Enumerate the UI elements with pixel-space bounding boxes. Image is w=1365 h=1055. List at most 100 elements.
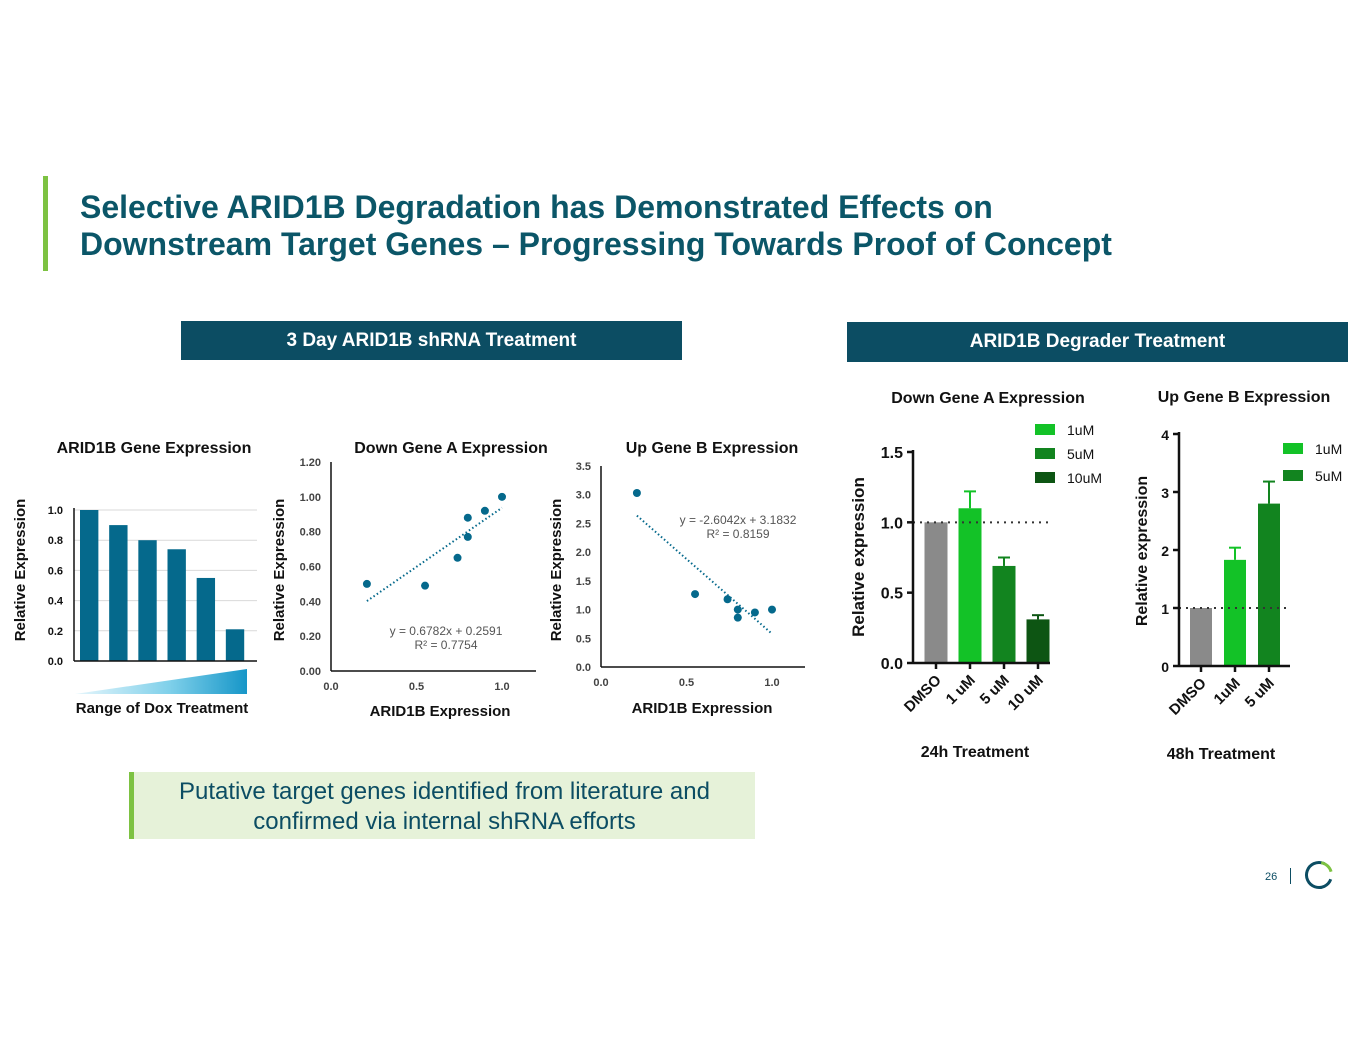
bar [167,549,186,661]
up-gene-b-r-squared: R² = 0.8159 [706,527,769,541]
bar [1026,619,1050,663]
y-tick-label: 0.6 [48,565,63,577]
bar [1224,559,1246,666]
y-tick-label: 1 [1161,601,1169,617]
scatter-point [691,590,700,599]
scatter-point [498,492,506,501]
scatter-point [362,579,371,588]
page-number: 26 [1265,871,1278,883]
x-tick-label: 1.0 [494,681,509,693]
bar [1258,503,1280,666]
trendline [366,506,503,602]
down-gene-a-xlabel: ARID1B Expression [370,703,511,720]
degrader-24h-xlabel: 24h Treatment [921,744,1030,761]
legend-label: 1uM [1067,422,1094,438]
scatter-point [421,581,430,590]
bar [1190,608,1212,666]
y-tick-label: 2 [1161,543,1169,559]
y-tick-label: 3.0 [576,490,591,502]
degrader-24h-ylabel: Relative expression [849,477,868,637]
up-gene-b-xlabel: ARID1B Expression [632,700,773,717]
down-gene-a-title: Down Gene A Expression [354,440,548,457]
scatter-point [480,506,489,515]
y-tick-label: 2.5 [576,518,591,530]
bar [196,577,216,661]
degrader-48h-xlabel: 48h Treatment [1167,746,1276,763]
down-gene-a-r-squared: R² = 0.7754 [414,638,477,652]
y-tick-label: 4 [1161,427,1169,443]
x-tick-label: 0.0 [323,681,338,693]
y-tick-label: 1.5 [881,445,903,462]
degrader-treatment-banner: ARID1B Degrader Treatment [847,322,1348,362]
scatter-point [733,605,742,614]
bar [924,522,948,663]
category-label: DMSO [901,672,945,716]
up-gene-b-equation: y = -2.6042x + 3.1832 [680,513,797,527]
y-tick-label: 1.20 [300,457,321,469]
y-tick-label: 0.4 [48,596,64,608]
y-tick-label: 0.5 [576,633,591,645]
x-tick-label: 1.0 [764,677,779,689]
scatter-point [723,595,732,604]
callout-box: Putative target genes identified from li… [129,772,755,839]
legend-swatch [1283,470,1303,481]
up-gene-b-ylabel: Relative Expression [548,499,565,642]
y-tick-label: 0.40 [300,596,321,608]
degrader-24h-title: Down Gene A Expression [891,390,1085,407]
title-accent-bar [43,176,48,271]
y-tick-label: 1.5 [576,576,591,588]
category-label: 10 uM [1005,672,1047,714]
legend-swatch [1035,424,1055,435]
legend-swatch [1035,448,1055,459]
y-tick-label: 1.0 [881,515,903,532]
y-tick-label: 0.0 [881,656,903,673]
category-label: 5 uM [1242,675,1278,711]
y-tick-label: 0.0 [48,656,63,668]
y-tick-label: 3.5 [576,461,591,473]
slide-title: Selective ARID1B Degradation has Demonst… [80,189,1280,263]
y-tick-label: 1.0 [576,605,591,617]
y-tick-label: 0.60 [300,562,321,574]
scatter-point [733,613,742,622]
scatter-point [453,553,462,562]
legend-label: 1uM [1315,441,1342,457]
y-tick-label: 0.00 [300,666,321,678]
gene-expression-title: ARID1B Gene Expression [57,440,252,457]
legend-label: 5uM [1315,468,1342,484]
up-gene-b-title: Up Gene B Expression [626,440,799,457]
y-tick-label: 0.8 [48,535,63,547]
y-tick-label: 0 [1161,659,1169,675]
scatter-point [463,532,472,541]
bar [138,540,157,661]
y-tick-label: 0.20 [300,631,321,643]
y-tick-label: 0.80 [300,527,321,539]
gene-expression-ylabel: Relative Expression [12,499,29,642]
scatter-point [768,605,776,614]
category-label: 1uM [1211,675,1244,708]
degrader-48h-ylabel: Relative expression [1134,476,1151,626]
scatter-point [632,488,641,497]
category-label: 1 uM [943,672,979,708]
title-line-2: Downstream Target Genes – Progressing To… [80,226,1112,262]
legend-swatch [1035,472,1055,483]
scatter-point [463,513,472,522]
bar [109,525,128,661]
y-tick-label: 1.0 [48,505,63,517]
scatter-point [750,608,759,617]
x-tick-label: 0.5 [679,677,694,689]
callout-line-1: Putative target genes identified from li… [179,778,710,805]
x-tick-label: 0.5 [409,681,424,693]
y-tick-label: 3 [1161,485,1169,501]
title-line-1: Selective ARID1B Degradation has Demonst… [80,189,993,225]
callout-line-2: confirmed via internal shRNA efforts [253,808,636,835]
y-tick-label: 1.00 [300,492,321,504]
bar [225,629,245,661]
shrna-treatment-banner: 3 Day ARID1B shRNA Treatment [181,321,682,360]
y-tick-label: 0.0 [576,662,591,674]
bar [992,565,1016,663]
bar [958,508,982,663]
y-tick-label: 0.5 [881,586,903,603]
y-tick-label: 0.2 [48,626,63,638]
dox-range-wedge [75,669,247,694]
degrader-48h-title: Up Gene B Expression [1158,389,1331,406]
